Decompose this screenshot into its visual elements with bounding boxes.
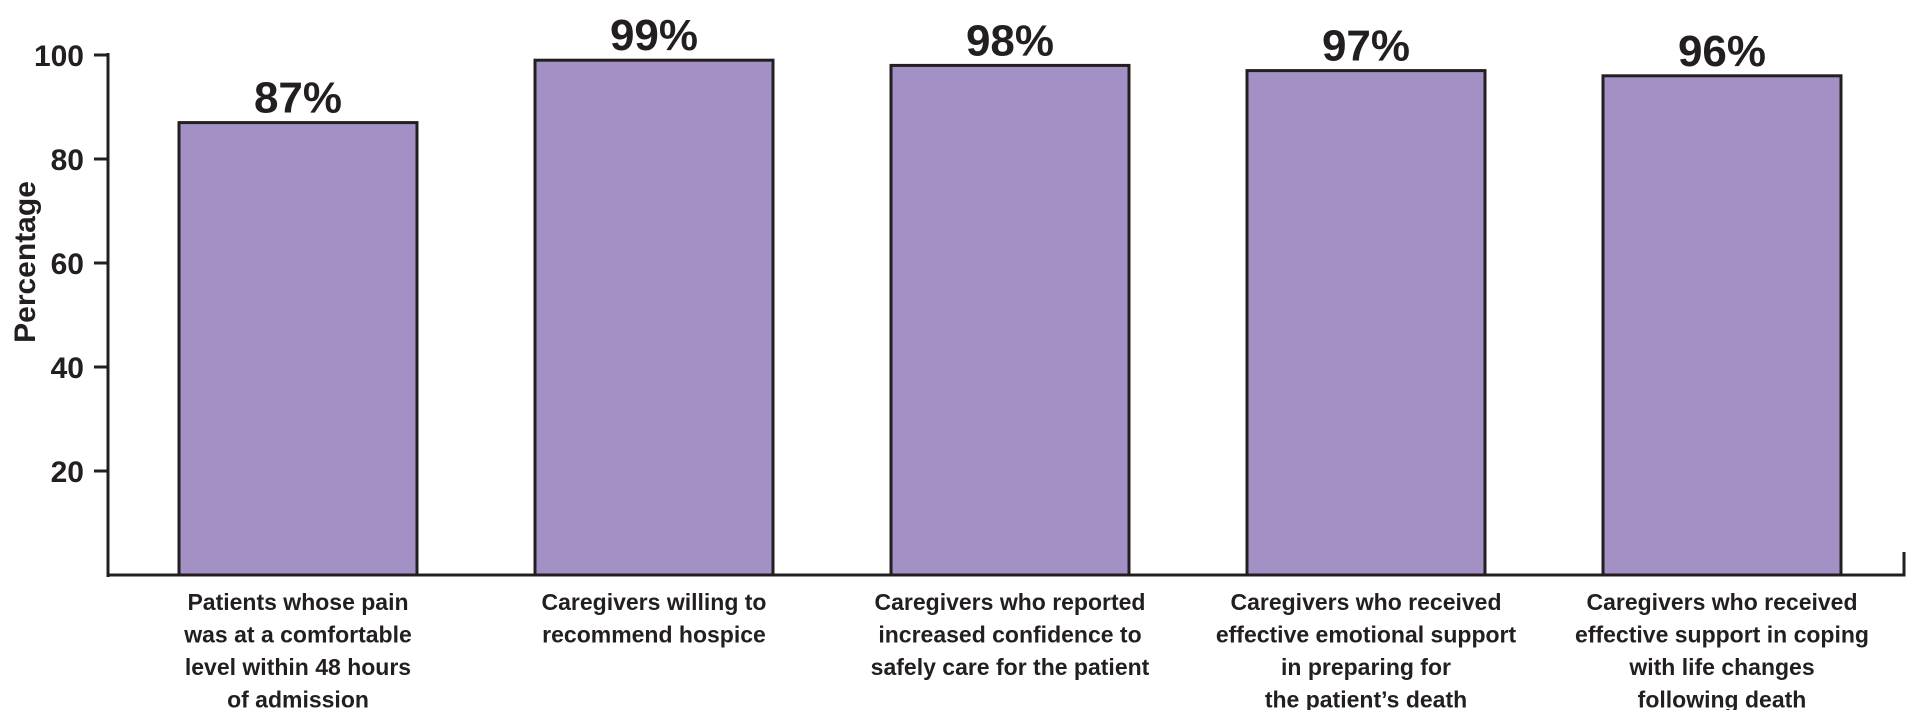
x-category-label: Caregivers who received effective support… xyxy=(1575,589,1869,710)
bars: 87% 99% 98% 97% 96% xyxy=(177,11,1843,577)
y-tick-label: 20 xyxy=(51,456,84,489)
y-tick-label: 40 xyxy=(51,352,84,385)
bar-value-label: 87% xyxy=(254,74,342,123)
y-tick-label: 100 xyxy=(34,40,84,73)
x-category-label: Caregivers who received effective emotion… xyxy=(1216,589,1517,710)
bar xyxy=(1601,74,1843,577)
bar xyxy=(1245,69,1487,577)
y-axis-title: Percentage xyxy=(9,181,42,343)
y-tick-label: 80 xyxy=(51,144,84,177)
x-category-label: Caregivers willing to recommend hospice xyxy=(542,589,767,648)
bar-value-label: 99% xyxy=(610,11,698,60)
y-tick-label: 60 xyxy=(51,248,84,281)
bar-value-label: 96% xyxy=(1678,27,1766,76)
bar xyxy=(889,63,1131,577)
y-axis: 20 40 60 80 100 xyxy=(34,40,110,577)
bar-value-label: 98% xyxy=(966,16,1054,65)
x-axis: Patients whose pain was at a comfortable l… xyxy=(106,552,1906,710)
bar xyxy=(533,58,775,577)
x-category-label: Caregivers who reported increased confide… xyxy=(871,589,1150,680)
bar-value-label: 97% xyxy=(1322,22,1410,71)
bar xyxy=(177,121,419,577)
x-category-label: Patients whose pain was at a comfortable l… xyxy=(183,589,412,710)
